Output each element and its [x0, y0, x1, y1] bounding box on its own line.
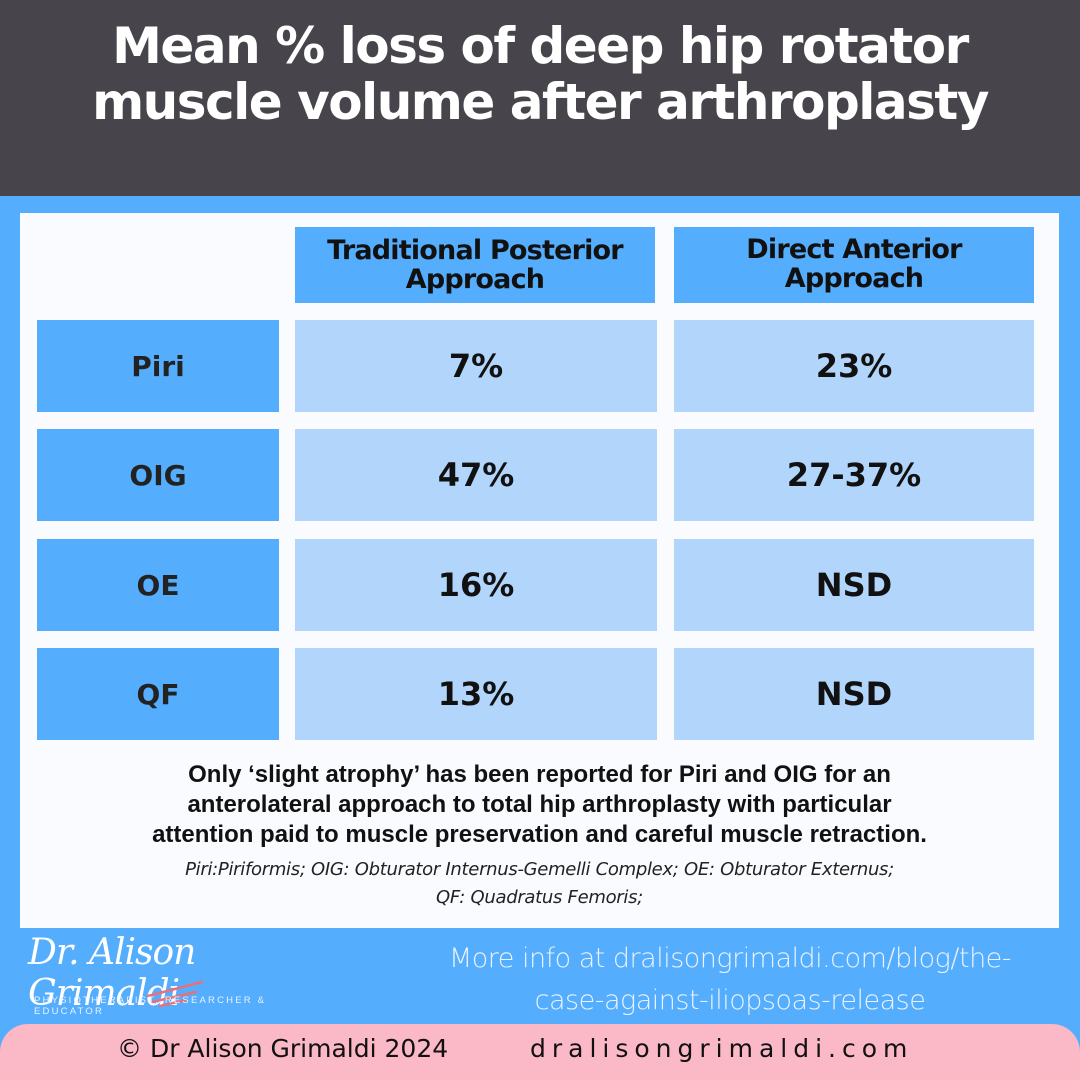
copyright-text: © Dr Alison Grimaldi 2024: [117, 1034, 449, 1063]
row-label-oig: OIG: [37, 429, 279, 521]
cell-oe-posterior: 16%: [295, 539, 657, 631]
title-line-1: Mean % loss of deep hip rotator: [112, 17, 969, 75]
signature-underline-icon: [146, 980, 204, 1008]
brand-tagline: PHYSIOTHERAPIST, RESEARCHER & EDUCATOR: [34, 995, 267, 1017]
row-label-piri: Piri: [37, 320, 279, 412]
footer-bar: © Dr Alison Grimaldi 2024 dralisongrimal…: [0, 1024, 1080, 1080]
cell-qf-anterior: NSD: [674, 648, 1034, 740]
row-label-qf: QF: [37, 648, 279, 740]
cell-oig-anterior: 27-37%: [674, 429, 1034, 521]
column-header-posterior: Traditional Posterior Approach: [295, 227, 655, 303]
title-line-2: muscle volume after arthroplasty: [92, 73, 989, 131]
row-label-oe: OE: [37, 539, 279, 631]
cell-piri-posterior: 7%: [295, 320, 657, 412]
cell-oe-anterior: NSD: [674, 539, 1034, 631]
title-banner: Mean % loss of deep hip rotator muscle v…: [0, 0, 1080, 196]
more-info-link[interactable]: More info at dralisongrimaldi.com/blog/t…: [448, 943, 1012, 1016]
abbreviations-legend: Piri:Piriformis; OIG: Obturator Internus…: [185, 859, 894, 908]
website-link[interactable]: dralisongrimaldi.com: [530, 1034, 914, 1063]
cell-piri-anterior: 23%: [674, 320, 1034, 412]
brand-logo: Dr. Alison Grimaldi PHYSIOTHERAPIST, RES…: [28, 932, 328, 1017]
page-title: Mean % loss of deep hip rotator muscle v…: [0, 0, 1080, 130]
cell-qf-posterior: 13%: [295, 648, 657, 740]
column-header-anterior: Direct Anterior Approach: [674, 227, 1034, 303]
atrophy-note: Only ‘slight atrophy’ has been reported …: [152, 761, 927, 848]
cell-oig-posterior: 47%: [295, 429, 657, 521]
